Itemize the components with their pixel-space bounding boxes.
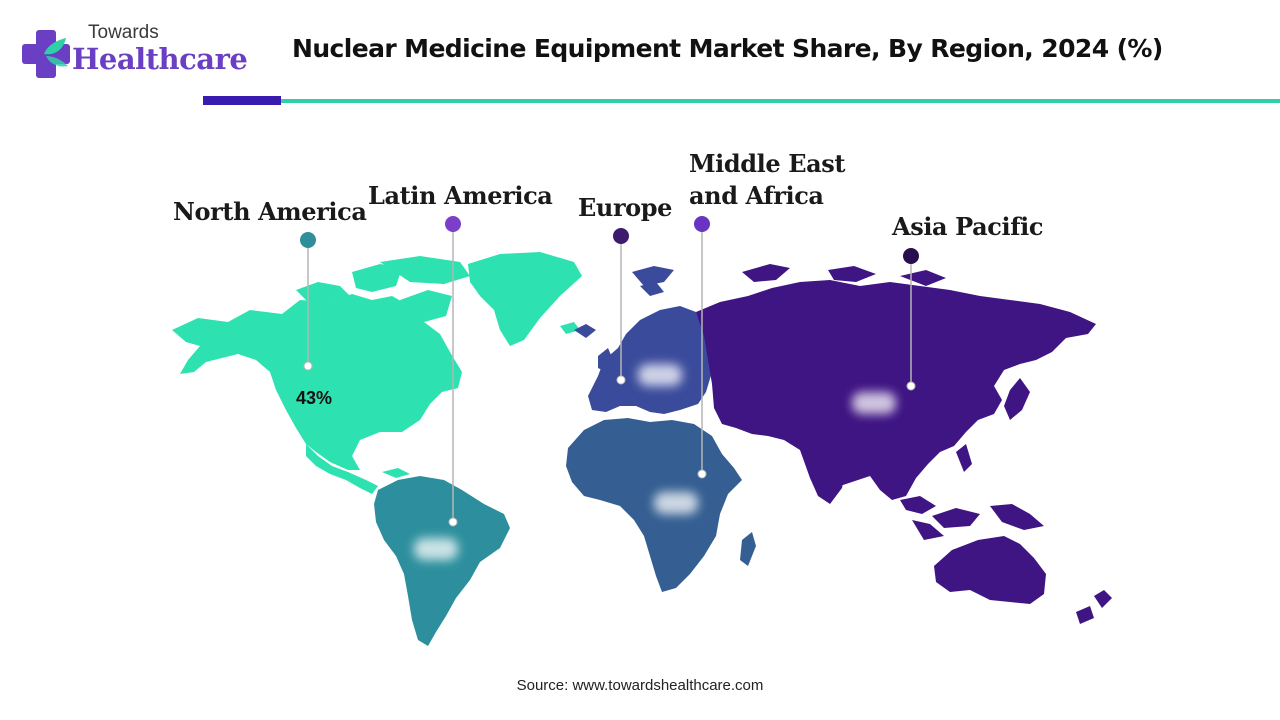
anchor-europe	[616, 375, 626, 385]
region-shape-europe	[574, 266, 712, 414]
marker-middle-east-africa[interactable]	[694, 216, 710, 232]
title-underline	[281, 99, 1280, 103]
marker-latin-america[interactable]	[445, 216, 461, 232]
marker-europe[interactable]	[613, 228, 629, 244]
title-underline-accent	[203, 96, 281, 105]
region-label-latin-america: Latin America	[368, 181, 553, 210]
leader-lines	[307, 224, 912, 522]
region-shape-asia-pacific	[696, 264, 1112, 624]
medical-cross-icon	[22, 30, 70, 78]
region-shape-north-america	[172, 252, 582, 494]
region-value-latin-america-blurred	[414, 538, 458, 560]
region-value-mea-blurred	[654, 492, 698, 514]
anchor-asia-pacific	[906, 381, 916, 391]
region-label-mea-line2: and Africa	[689, 181, 824, 210]
region-markers	[300, 216, 919, 264]
region-value-north-america: 43%	[296, 388, 333, 408]
anchor-latin-america	[448, 517, 458, 527]
source-note: Source: www.towardshealthcare.com	[516, 677, 764, 694]
brand-logo: Towards Healthcare	[18, 18, 248, 88]
anchor-middle-east-africa	[697, 469, 707, 479]
anchor-north-america	[303, 361, 313, 371]
region-value-asia-pacific-blurred	[852, 392, 896, 414]
region-label-asia-pacific: Asia Pacific	[892, 212, 1044, 241]
anchor-dots	[303, 361, 916, 527]
region-label-europe: Europe	[578, 193, 673, 222]
region-shape-latin-america	[374, 476, 510, 646]
region-value-europe-blurred	[638, 364, 682, 386]
region-label-north-america: North America	[173, 197, 367, 226]
brand-line1: Towards	[88, 22, 159, 43]
region-label-middle-east-africa: Middle East and Africa	[689, 148, 845, 212]
marker-north-america[interactable]	[300, 232, 316, 248]
page-title: Nuclear Medicine Equipment Market Share,…	[292, 34, 1163, 63]
marker-asia-pacific[interactable]	[903, 248, 919, 264]
region-label-mea-line1: Middle East	[689, 149, 846, 178]
brand-line2: Healthcare	[72, 42, 248, 76]
